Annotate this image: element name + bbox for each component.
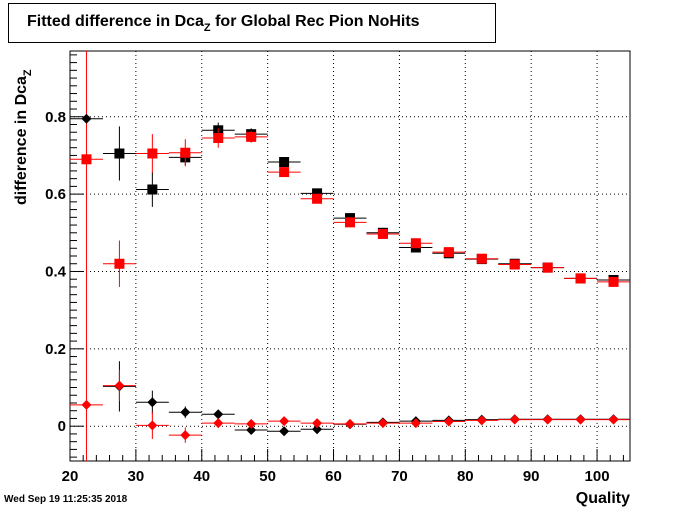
data-point-diamond — [180, 430, 191, 441]
data-point-diamond — [213, 409, 224, 420]
data-point-square — [114, 148, 125, 159]
chart-title: Fitted difference in DcaZ for Global Rec… — [27, 13, 420, 34]
data-point-diamond — [81, 399, 92, 410]
data-point-square — [542, 262, 553, 273]
data-point-diamond — [279, 416, 290, 427]
y-tick-label: 0.6 — [45, 186, 66, 203]
data-point-square — [476, 253, 487, 264]
data-point-square — [246, 131, 257, 142]
x-tick-label: 30 — [128, 468, 145, 485]
data-point-square — [312, 188, 323, 199]
data-point-square — [509, 259, 520, 270]
data-point-diamond — [81, 113, 92, 124]
x-tick-label: 100 — [585, 468, 610, 485]
data-point-diamond — [345, 418, 355, 429]
x-tick-label: 20 — [62, 468, 79, 485]
data-point-diamond — [213, 418, 224, 429]
data-point-diamond — [575, 414, 586, 425]
y-tick-label: 0.4 — [45, 263, 67, 280]
y-tick-label: 0 — [58, 418, 66, 435]
data-point-diamond — [147, 420, 158, 431]
data-point-diamond — [312, 424, 323, 435]
data-point-diamond — [147, 397, 158, 408]
chart-title-subscript: Z — [203, 22, 211, 34]
y-axis-label-main: difference in Dca — [13, 76, 30, 205]
x-tick-label: 50 — [259, 468, 276, 485]
data-point-square — [147, 148, 158, 159]
x-tick-label: 40 — [193, 468, 210, 485]
y-tick-label: 0.2 — [45, 341, 66, 358]
data-point-diamond — [279, 426, 290, 437]
data-point-diamond — [246, 418, 257, 429]
data-point-diamond — [410, 418, 421, 429]
data-point-diamond — [114, 380, 125, 391]
data-point-diamond — [476, 415, 487, 426]
data-point-diamond — [443, 416, 454, 427]
y-tick-label: 0.8 — [45, 109, 66, 126]
data-point-square — [377, 228, 388, 239]
x-axis-label: Quality — [575, 490, 630, 507]
chart-title-suffix: for Global Rec Pion NoHits — [210, 13, 420, 30]
data-point-diamond — [312, 418, 323, 429]
data-point-diamond — [246, 425, 257, 436]
data-point-diamond — [509, 414, 520, 425]
data-point-square — [279, 157, 290, 168]
x-tick-label: 60 — [325, 468, 342, 485]
data-point-diamond — [542, 414, 553, 425]
data-point-square — [81, 154, 92, 165]
data-point-square — [443, 247, 454, 258]
data-point-diamond — [608, 414, 619, 425]
data-point-square — [312, 193, 323, 204]
data-point-square — [279, 167, 290, 178]
x-tick-label: 90 — [523, 468, 540, 485]
x-tick-label: 70 — [391, 468, 408, 485]
data-point-diamond — [180, 407, 191, 418]
data-point-square — [410, 238, 421, 249]
x-tick-label: 80 — [457, 468, 474, 485]
data-point-square — [608, 276, 619, 287]
timestamp: Wed Sep 19 11:25:35 2018 — [4, 494, 128, 505]
y-axis-label: difference in DcaZ — [13, 69, 34, 205]
data-point-square — [114, 258, 125, 269]
chart-title-main: Fitted difference in Dca — [27, 13, 204, 30]
data-point-square — [147, 184, 158, 195]
data-point-square — [345, 217, 355, 228]
data-point-diamond — [377, 418, 388, 429]
data-point-square — [575, 273, 586, 284]
data-point-square — [213, 133, 224, 144]
title-box: Fitted difference in DcaZ for Global Rec… — [8, 3, 496, 43]
data-point-square — [180, 147, 191, 158]
y-axis-label-subscript: Z — [22, 69, 34, 77]
